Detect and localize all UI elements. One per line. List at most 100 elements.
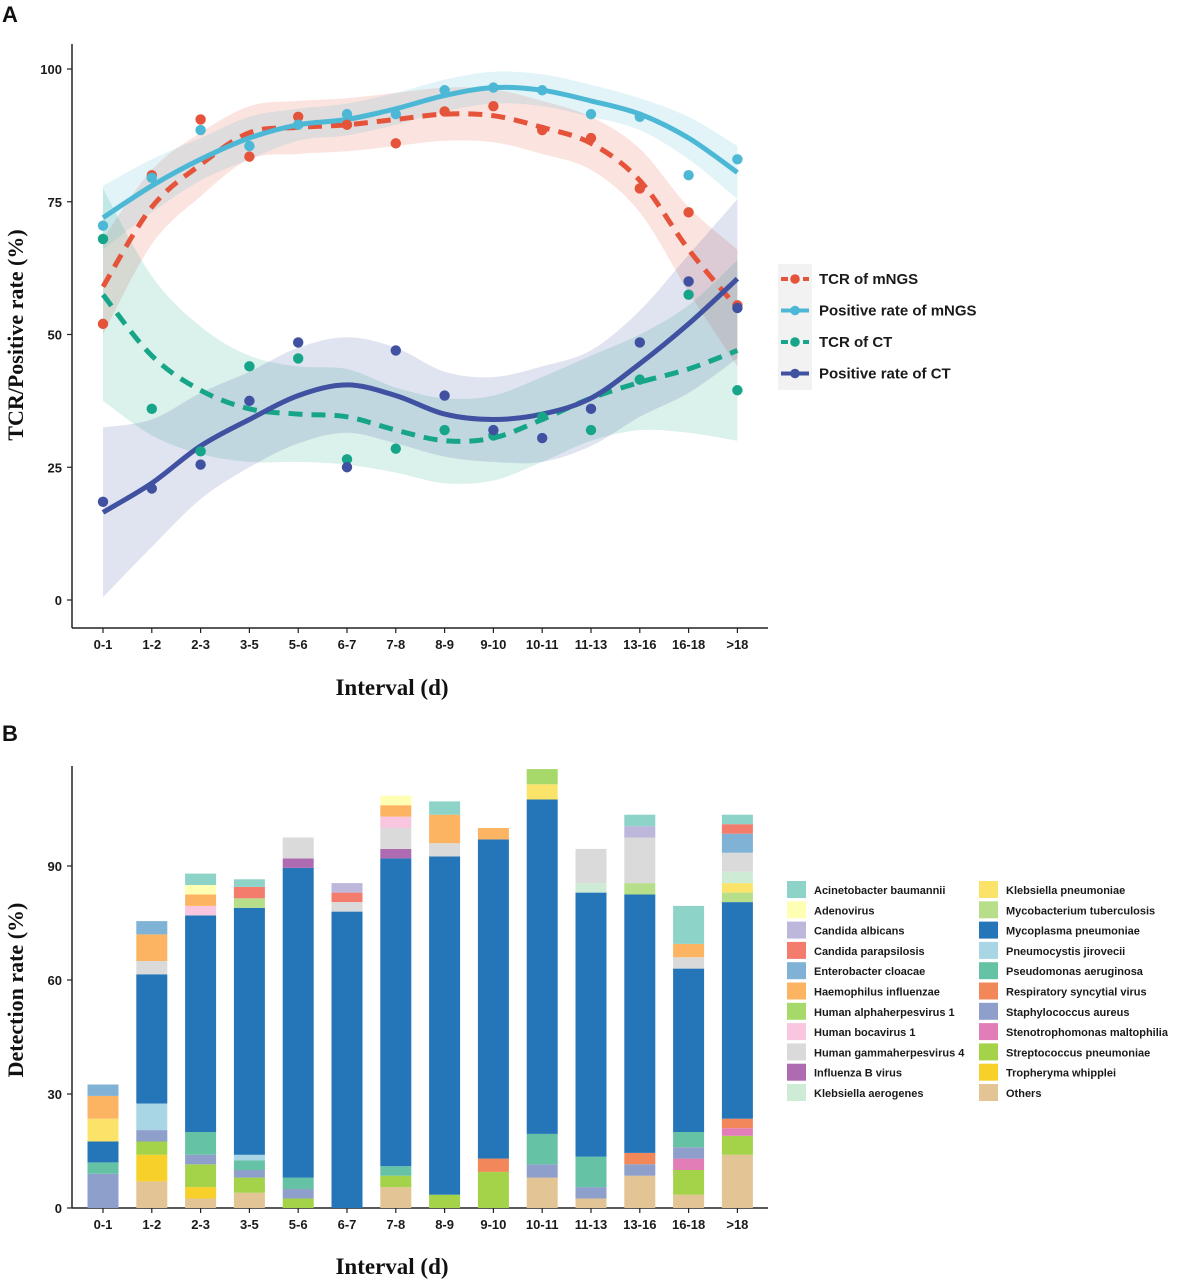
panel-a-x-tick-label: 3-5 — [240, 637, 259, 652]
panel-b-x-tick-label: 13-16 — [623, 1217, 656, 1232]
bar-segment-klebsiella-aerogenes — [575, 883, 607, 893]
bar-segment-candida-albicans — [331, 883, 363, 893]
bar-segment-candida-parapsilosis — [721, 824, 753, 834]
point-tcr-of-ct — [293, 353, 304, 364]
legend-label-mycobacterium-tuberculosis: Mycobacterium tuberculosis — [1006, 905, 1155, 917]
point-positive-rate-of-mngs — [146, 172, 157, 184]
point-positive-rate-of-ct — [195, 459, 206, 470]
panel-a-legend: TCR of mNGS Positive rate of mNGS TCR of C… — [778, 264, 977, 390]
point-positive-rate-of-mngs — [683, 170, 694, 181]
point-positive-rate-of-mngs — [537, 85, 548, 96]
panel-a-x-axis-title: Interval (d) — [335, 675, 448, 700]
bar-segment-others — [526, 1177, 558, 1208]
panel-b-y-tick-label: 30 — [48, 1087, 62, 1102]
bar-segment-mycoplasma-pneumoniae — [575, 892, 607, 1157]
bar-segment-pseudomonas-aeruginosa — [575, 1156, 607, 1188]
panel-a-x-tick-label: 8-9 — [435, 637, 454, 652]
bar-segment-human-gammaherpesvirus-4 — [429, 843, 461, 857]
bar-segment-human-gammaherpesvirus-4 — [624, 837, 656, 884]
bar-segment-staphylococcus-aureus — [526, 1164, 558, 1178]
point-tcr-of-ct — [683, 289, 694, 300]
fit-line-tcr-of-ct — [101, 293, 739, 444]
bar-segment-tropheryma-whipplei — [136, 1154, 168, 1182]
legend-label-influenza-b-virus: Influenza B virus — [814, 1068, 902, 1080]
point-positive-rate-of-ct — [341, 462, 353, 473]
fit-line-tcr-of-mngs — [100, 111, 740, 310]
point-positive-rate-of-ct — [244, 395, 255, 407]
bar-segment-acinetobacter-baumannii — [673, 905, 705, 944]
point-positive-rate-of-mngs — [585, 108, 597, 120]
legend-swatch-human-alphaherpesvirus-1 — [787, 1002, 806, 1020]
bar-segment-pseudomonas-aeruginosa — [233, 1160, 265, 1170]
legend-swatch-staphylococcus-aureus — [979, 1002, 998, 1020]
legend-label-staphylococcus-aureus: Staphylococcus aureus — [1006, 1007, 1130, 1019]
bar-segment-mycoplasma-pneumoniae — [380, 858, 412, 1167]
bar-segment-mycoplasma-pneumoniae — [721, 902, 753, 1119]
panel-b-x-axis-title: Interval (d) — [335, 1254, 448, 1279]
legend-label-human-alphaherpesvirus-1: Human alphaherpesvirus 1 — [814, 1007, 955, 1019]
legend-key-point-tcr-of-mngs — [790, 274, 800, 284]
bar-segment-candida-albicans — [624, 826, 656, 838]
legend-swatch-streptococcus-pneumoniae — [979, 1043, 998, 1061]
bar-segment-others — [136, 1181, 168, 1208]
legend-swatch-mycobacterium-tuberculosis — [979, 901, 998, 919]
legend-swatch-pneumocystis-jirovecii — [979, 941, 998, 959]
bar-segment-streptococcus-pneumoniae — [136, 1141, 168, 1155]
fit-line-positive-rate-of-mngs — [101, 84, 739, 220]
panel-label-b: B — [2, 721, 18, 746]
bar-segment-staphylococcus-aureus — [673, 1147, 705, 1159]
point-positive-rate-of-ct — [293, 337, 304, 348]
legend-label-respiratory-syncytial-virus: Respiratory syncytial virus — [1006, 987, 1147, 999]
panel-b-x-tick-label: >18 — [726, 1217, 748, 1232]
bar-segment-streptococcus-pneumoniae — [477, 1171, 509, 1208]
panel-b-x-tick-label: 9-10 — [480, 1217, 506, 1232]
panel-b-x-tick-label: 1-2 — [142, 1217, 161, 1232]
bar-segment-pneumocystis-jirovecii — [233, 1154, 265, 1161]
legend-label-positive-rate-of-mngs: Positive rate of mNGS — [819, 303, 977, 320]
legend-label-haemophilus-influenzae: Haemophilus influenzae — [814, 987, 940, 999]
bar-segment-respiratory-syncytial-virus — [624, 1152, 656, 1165]
bar-segment-haemophilus-influenzae — [136, 934, 168, 961]
fit-line-positive-rate-of-ct — [101, 276, 740, 515]
point-tcr-of-ct — [146, 403, 157, 415]
panel-b-y-axis-title: Detection rate (%) — [3, 903, 28, 1078]
legend-label-pseudomonas-aeruginosa: Pseudomonas aeruginosa — [1006, 966, 1144, 978]
panel-b-x-tick-label: 5-6 — [289, 1217, 308, 1232]
point-positive-rate-of-mngs — [293, 119, 304, 130]
point-tcr-of-mngs — [488, 100, 499, 112]
bar-segment-human-gammaherpesvirus-4 — [136, 961, 168, 975]
panel-a-x-tick-label: 9-10 — [480, 637, 506, 652]
bar-segment-candida-parapsilosis — [331, 892, 363, 903]
bar-segment-respiratory-syncytial-virus — [721, 1118, 753, 1129]
panel-a-y-axis-title: TCR/Positive rate (%) — [3, 229, 28, 440]
point-positive-rate-of-mngs — [341, 108, 353, 120]
bar-segment-candida-parapsilosis — [233, 886, 265, 899]
bar-segment-acinetobacter-baumannii — [429, 801, 461, 815]
bar-segment-stenotrophomonas-maltophilia — [721, 1128, 753, 1136]
bar-segment-mycoplasma-pneumoniae — [282, 867, 314, 1178]
bar-segment-respiratory-syncytial-virus — [477, 1158, 509, 1172]
bar-segment-human-gammaherpesvirus-4 — [575, 848, 607, 884]
bar-segment-human-bocavirus-1 — [185, 905, 217, 916]
bar-segment-staphylococcus-aureus — [282, 1189, 314, 1199]
bar-segment-streptococcus-pneumoniae — [721, 1135, 753, 1155]
panel-a-x-tick-label: 6-7 — [338, 637, 357, 652]
bar-segment-acinetobacter-baumannii — [624, 814, 656, 827]
bar-segment-pseudomonas-aeruginosa — [526, 1133, 558, 1165]
panel-a-x-tick-label: >18 — [726, 637, 748, 652]
bar-segment-staphylococcus-aureus — [87, 1173, 119, 1208]
point-tcr-of-mngs — [439, 106, 450, 117]
panel-b-x-tick-label: 16-18 — [672, 1217, 705, 1232]
point-positive-rate-of-ct — [390, 345, 401, 356]
bar-segment-pseudomonas-aeruginosa — [380, 1166, 412, 1176]
panel-b-x-tick-label: 11-13 — [575, 1217, 608, 1232]
bar-segment-influenza-b-virus — [380, 848, 412, 859]
panel-a-line-chart: 0 25 50 75 100 0-1 1-2 2-3 3-5 5-6 6-7 7-8 8-9 9-10 10… — [40, 44, 977, 652]
bar-segment-streptococcus-pneumoniae — [233, 1177, 265, 1193]
bar-segment-mycoplasma-pneumoniae — [624, 894, 656, 1153]
bar-segment-klebsiella-aerogenes — [721, 871, 753, 884]
point-tcr-of-mngs — [195, 114, 206, 125]
panel-a-x-tick-label: 2-3 — [191, 637, 210, 652]
point-positive-rate-of-ct — [683, 276, 694, 287]
bar-segment-staphylococcus-aureus — [624, 1164, 656, 1176]
